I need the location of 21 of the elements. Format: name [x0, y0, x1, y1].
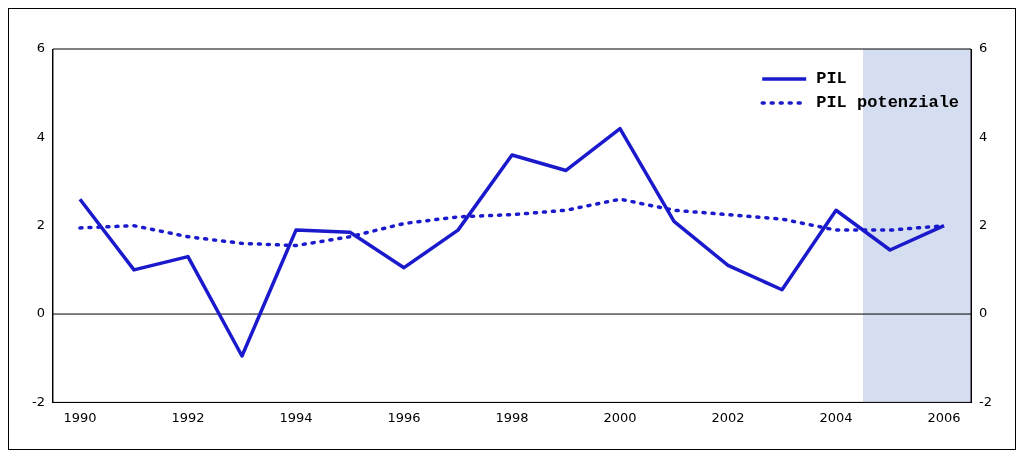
- y2-tick-label: 0: [979, 305, 988, 321]
- x-tick-label: 2006: [927, 409, 961, 425]
- x-tick-label: 2002: [711, 409, 745, 425]
- y-tick-label: 6: [36, 40, 45, 56]
- y-tick-label: 4: [36, 128, 45, 144]
- x-tick-label: 1998: [495, 409, 529, 425]
- x-tick-label: 1996: [387, 409, 421, 425]
- y2-tick-label: 6: [979, 40, 988, 56]
- y-tick-label: -2: [31, 393, 45, 409]
- x-tick-label: 2004: [819, 409, 853, 425]
- y2-tick-label: 4: [979, 128, 988, 144]
- y-tick-label: 0: [36, 305, 45, 321]
- y-tick-label: 2: [36, 217, 45, 233]
- x-tick-label: 2000: [603, 409, 637, 425]
- x-tick-label: 1992: [171, 409, 205, 425]
- y2-tick-label: 2: [979, 217, 988, 233]
- legend-label: PIL potenziale: [816, 93, 960, 113]
- x-tick-label: 1994: [279, 409, 313, 425]
- y2-tick-label: -2: [979, 393, 993, 409]
- x-tick-label: 1990: [63, 409, 97, 425]
- legend-label: PIL: [816, 69, 847, 89]
